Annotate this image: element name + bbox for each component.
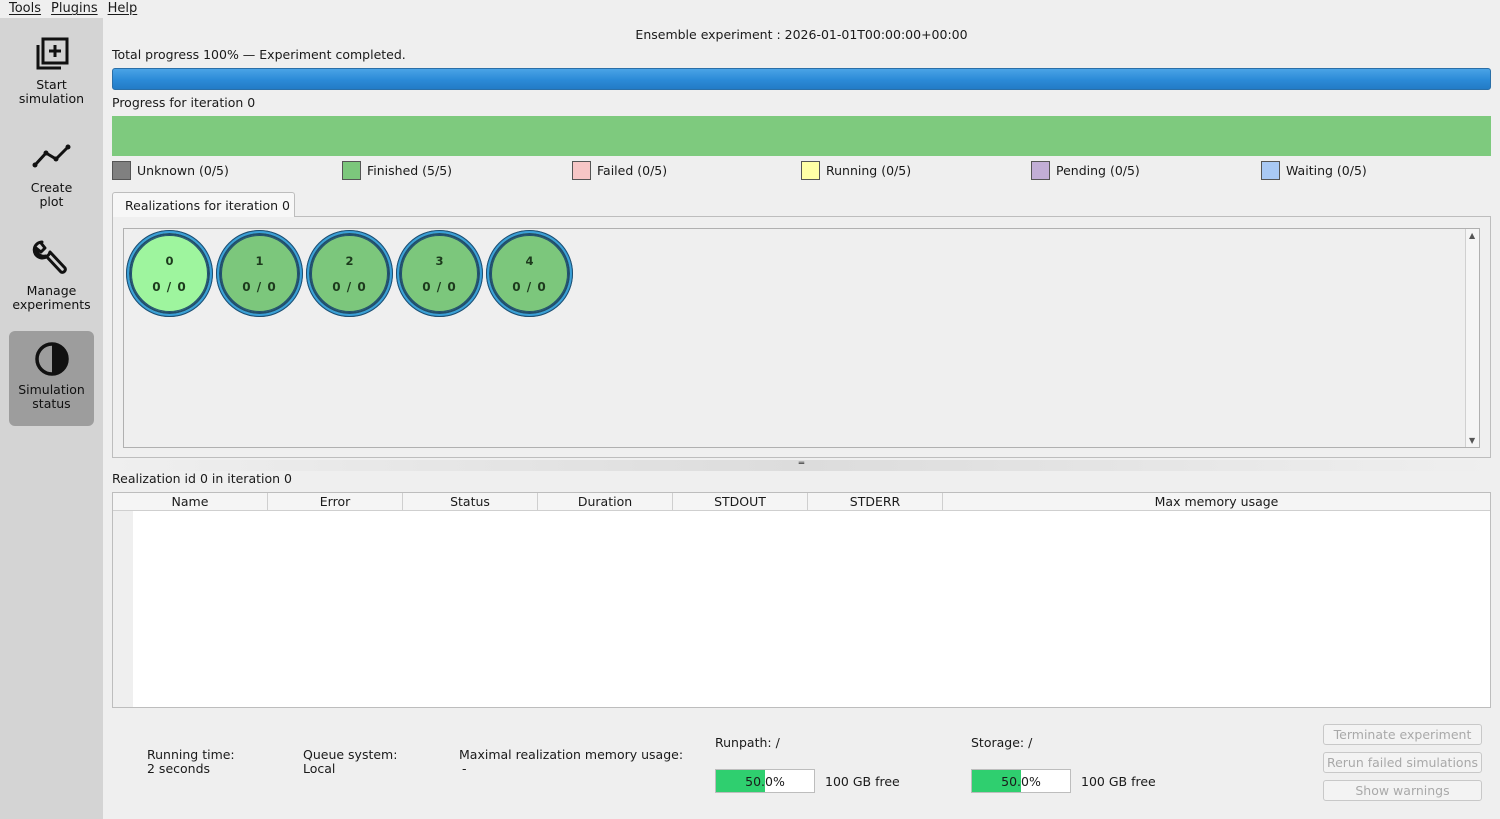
show-warnings-button[interactable]: Show warnings xyxy=(1323,780,1482,801)
runpath-label: Runpath: / xyxy=(715,735,780,750)
legend-unknown: Unknown (0/5) xyxy=(112,161,229,180)
sidebar-item-label: Simulation status xyxy=(18,382,85,411)
experiment-title: Ensemble experiment : 2026-01-01T00:00:0… xyxy=(635,27,968,42)
menu-tools[interactable]: Tools xyxy=(9,1,42,16)
tab-realizations[interactable]: Realizations for iteration 0 xyxy=(112,192,295,217)
column-header-name[interactable]: Name xyxy=(113,493,268,510)
sidebar-item-label: Start simulation xyxy=(18,77,85,106)
legend-swatch xyxy=(112,161,131,180)
row-header-column xyxy=(113,511,133,707)
realization-detail-title: Realization id 0 in iteration 0 xyxy=(112,471,292,486)
column-header-stdout[interactable]: STDOUT xyxy=(673,493,808,510)
rerun-failed-button[interactable]: Rerun failed simulations xyxy=(1323,752,1482,773)
legend-running: Running (0/5) xyxy=(801,161,911,180)
contrast-icon xyxy=(34,342,69,376)
column-header-max-memory[interactable]: Max memory usage xyxy=(1154,494,1279,509)
legend-swatch xyxy=(1031,161,1050,180)
manage-experiments-button[interactable]: Manage experiments xyxy=(9,220,94,315)
splitter-handle[interactable]: ═ xyxy=(112,460,1491,471)
legend-swatch xyxy=(801,161,820,180)
menu-bar: Tools Plugins Help xyxy=(0,0,1500,18)
menu-help[interactable]: Help xyxy=(107,1,138,16)
total-progress-bar xyxy=(112,68,1491,90)
add-box-icon xyxy=(36,37,68,70)
column-header-duration[interactable]: Duration xyxy=(538,493,673,510)
legend-failed: Failed (0/5) xyxy=(572,161,667,180)
simulation-status-button[interactable]: Simulation status xyxy=(9,331,94,426)
legend-swatch xyxy=(1261,161,1280,180)
queue-system: Queue system: Local xyxy=(303,747,398,776)
total-progress-label: Total progress 100% — Experiment complet… xyxy=(112,47,406,62)
legend-pending: Pending (0/5) xyxy=(1031,161,1140,180)
sidebar-item-label: Manage experiments xyxy=(12,283,91,312)
iteration-progress-label: Progress for iteration 0 xyxy=(112,95,256,110)
runpath-free: 100 GB free xyxy=(825,774,900,789)
iteration-progress-bar xyxy=(112,116,1491,156)
column-header-status[interactable]: Status xyxy=(403,493,538,510)
menu-plugins[interactable]: Plugins xyxy=(51,1,98,16)
running-time: Running time: 2 seconds xyxy=(147,747,235,776)
vertical-scrollbar[interactable]: ▲ ▼ xyxy=(1465,229,1479,447)
runpath-usage-bar: 50.0% xyxy=(715,769,815,793)
column-header-error[interactable]: Error xyxy=(268,493,403,510)
legend-swatch xyxy=(342,161,361,180)
wrench-icon xyxy=(32,240,67,274)
legend-swatch xyxy=(572,161,591,180)
sidebar-item-label: Create plot xyxy=(30,180,73,209)
storage-free: 100 GB free xyxy=(1081,774,1156,789)
column-header-stderr[interactable]: STDERR xyxy=(808,493,943,510)
start-simulation-button[interactable]: Start simulation xyxy=(9,18,94,113)
legend-waiting: Waiting (0/5) xyxy=(1261,161,1367,180)
create-plot-button[interactable]: Create plot xyxy=(9,119,94,214)
terminate-experiment-button[interactable]: Terminate experiment xyxy=(1323,724,1482,745)
scroll-down-icon[interactable]: ▼ xyxy=(1469,436,1476,445)
storage-usage-bar: 50.0% xyxy=(971,769,1071,793)
legend-finished: Finished (5/5) xyxy=(342,161,452,180)
scroll-up-icon[interactable]: ▲ xyxy=(1469,231,1476,240)
table-header: Name Error Status Duration STDOUT STDERR… xyxy=(113,493,1490,511)
line-chart-icon xyxy=(32,144,70,168)
job-table: Name Error Status Duration STDOUT STDERR… xyxy=(112,492,1491,708)
storage-label: Storage: / xyxy=(971,735,1033,750)
max-memory-usage: Maximal realization memory usage: - xyxy=(459,747,684,776)
sidebar: Start simulation Create plot Manage expe… xyxy=(0,18,103,819)
